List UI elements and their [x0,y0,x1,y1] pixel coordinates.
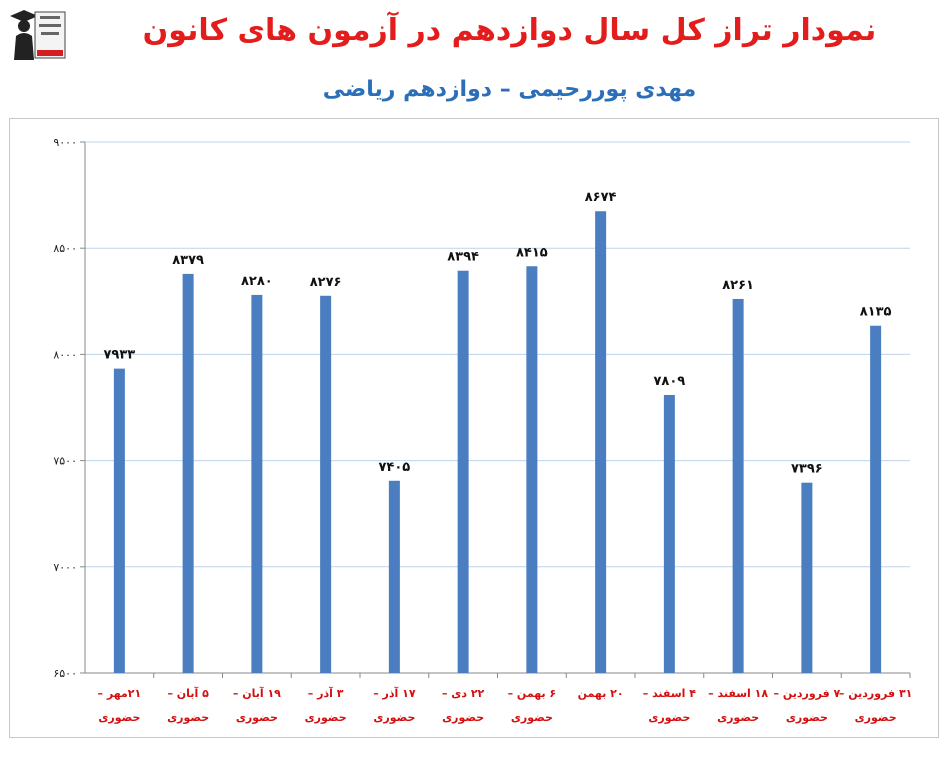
chart-frame [9,118,939,738]
x-tick-label: ۱۹ آبان – [233,686,281,700]
y-tick-label: ۹۰۰۰ [53,136,77,149]
graduate-icon [10,10,66,60]
bar [526,266,538,673]
data-label: ۷۹۳۳ [104,348,136,363]
x-tick-label-line2: حضوری [648,711,690,724]
bar [663,394,675,673]
y-tick-label: ۶۵۰۰ [53,667,77,680]
bar [182,273,194,673]
x-tick-label-line2: حضوری [373,711,415,724]
y-tick-label: ۷۵۰۰ [53,455,77,468]
y-tick-label: ۷۰۰۰ [53,561,77,574]
x-tick-label-line2: حضوری [855,711,897,724]
bar [113,368,125,673]
x-tick-label-line2: حضوری [305,711,347,724]
data-label: ۸۳۹۴ [447,250,479,265]
x-tick-label: ۵ آبان – [167,686,209,700]
x-tick-label-line2: حضوری [786,711,828,724]
chart-title: نمودار تراز کل سال دوازدهم در آزمون های … [142,13,877,48]
data-label: ۷۳۹۶ [791,462,823,477]
x-tick-label-line2: حضوری [511,711,553,724]
bar [251,294,263,673]
x-tick-label: ۱۷ آذر – [373,686,416,700]
x-tick-label-line2: حضوری [167,711,209,724]
bar [388,480,400,673]
data-label: ۷۴۰۵ [379,460,411,475]
bar [870,325,882,673]
x-tick-label: ۲۰ بهمن [578,687,624,700]
x-tick-label: ۷ فروردین – [773,687,840,700]
data-label: ۸۲۷۶ [310,275,342,290]
x-tick-label-line2: حضوری [236,711,278,724]
x-tick-label-line2: حضوری [717,711,759,724]
data-label: ۸۳۷۹ [172,253,204,268]
data-label: ۸۱۳۵ [860,305,892,320]
x-tick-label-line2: حضوری [442,711,484,724]
data-label: ۸۴۱۵ [516,245,548,260]
y-tick-label: ۸۰۰۰ [53,348,77,361]
data-label: ۸۶۷۴ [585,190,617,205]
x-tick-label: ۲۱مهر – [98,687,142,700]
bar [595,211,607,673]
data-label: ۷۸۰۹ [654,374,686,389]
bar [801,482,813,673]
x-tick-label: ۳ آذر – [308,686,344,700]
data-label: ۸۲۶۱ [722,278,754,293]
chart-subtitle: مهدی پوررحیمی – دوازدهم ریاضی [322,77,697,102]
data-label: ۸۲۸۰ [241,274,273,289]
x-tick-label: ۳۱ فروردین – [839,687,913,700]
y-tick-label: ۸۵۰۰ [53,242,77,255]
x-tick-label: ۲۲ دی – [442,687,485,700]
bar [732,298,744,673]
x-tick-label-line2: حضوری [98,711,140,724]
x-tick-label: ۱۸ اسفند – [708,687,768,700]
bar [320,295,332,673]
x-tick-label: ۶ بهمن – [508,687,557,700]
bar [457,270,469,673]
kanoon-logo [10,10,66,60]
x-tick-label: ۴ اسفند – [643,687,697,700]
